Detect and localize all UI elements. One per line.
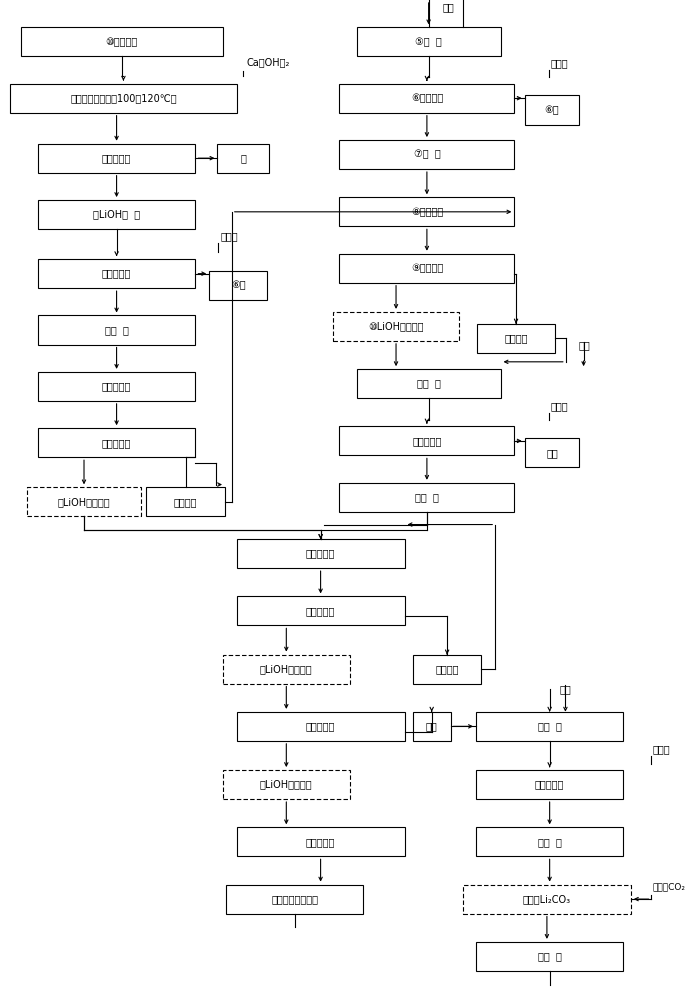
Text: ⑰洗涂分离: ⑰洗涂分离 bbox=[306, 721, 335, 731]
Text: ⑥除杂过滤: ⑥除杂过滤 bbox=[411, 93, 443, 103]
Text: ⑦滤  液: ⑦滤 液 bbox=[414, 150, 440, 160]
Text: ⑷沉锂Li₂CO₃: ⑷沉锂Li₂CO₃ bbox=[523, 894, 571, 904]
Text: ⑭蒸发浓缩: ⑭蒸发浓缩 bbox=[306, 549, 335, 559]
Text: 三次母液: 三次母液 bbox=[435, 664, 459, 674]
Text: ⑭渣: ⑭渣 bbox=[546, 448, 558, 458]
FancyBboxPatch shape bbox=[236, 827, 405, 856]
Text: ⑨结晶分离: ⑨结晶分离 bbox=[411, 263, 443, 273]
Text: ⑬LiOH滤  液: ⑬LiOH滤 液 bbox=[93, 210, 140, 220]
Text: Ca（OH）₂: Ca（OH）₂ bbox=[247, 57, 290, 67]
FancyBboxPatch shape bbox=[209, 271, 267, 300]
Text: ⑸分  离: ⑸分 离 bbox=[538, 951, 561, 961]
Text: ⑱LiOH一次粗品: ⑱LiOH一次粗品 bbox=[58, 497, 110, 507]
Text: ⑭除杂过滤: ⑭除杂过滤 bbox=[102, 269, 131, 279]
FancyBboxPatch shape bbox=[463, 885, 631, 914]
Text: ⑳电池级氮氧化锂: ⑳电池级氮氧化锂 bbox=[272, 894, 318, 904]
Text: ⑮滤  液: ⑮滤 液 bbox=[105, 325, 128, 335]
FancyBboxPatch shape bbox=[37, 200, 195, 229]
Text: ⑪超温超压苛化（100～120℃）: ⑪超温超压苛化（100～120℃） bbox=[70, 93, 177, 103]
Text: ⑱LiOH三次精品: ⑱LiOH三次精品 bbox=[260, 780, 313, 790]
FancyBboxPatch shape bbox=[340, 426, 514, 455]
FancyBboxPatch shape bbox=[37, 144, 195, 173]
FancyBboxPatch shape bbox=[340, 197, 514, 226]
FancyBboxPatch shape bbox=[236, 712, 405, 741]
FancyBboxPatch shape bbox=[340, 140, 514, 169]
FancyBboxPatch shape bbox=[477, 324, 556, 353]
FancyBboxPatch shape bbox=[357, 27, 500, 56]
Text: ⑫过滤分离: ⑫过滤分离 bbox=[102, 153, 131, 163]
Text: ⑤返  溶: ⑤返 溶 bbox=[415, 37, 442, 47]
FancyBboxPatch shape bbox=[476, 770, 624, 799]
Text: 纯水: 纯水 bbox=[578, 340, 590, 350]
FancyBboxPatch shape bbox=[37, 372, 195, 401]
Text: ⑵除杂过滤: ⑵除杂过滤 bbox=[535, 780, 564, 790]
Text: 渣: 渣 bbox=[240, 153, 246, 163]
Text: 加助剂: 加助剂 bbox=[221, 231, 238, 241]
Text: ⑬滤  液: ⑬滤 液 bbox=[415, 492, 439, 502]
Text: ⑩LiOH二次粗品: ⑩LiOH二次粗品 bbox=[368, 321, 424, 331]
FancyBboxPatch shape bbox=[236, 539, 405, 568]
FancyBboxPatch shape bbox=[236, 596, 405, 625]
FancyBboxPatch shape bbox=[357, 369, 500, 398]
FancyBboxPatch shape bbox=[146, 487, 225, 516]
Text: ⑧蒸发浓缩: ⑧蒸发浓缩 bbox=[411, 207, 443, 217]
FancyBboxPatch shape bbox=[37, 428, 195, 457]
Text: ⑩含锂固体: ⑩含锂固体 bbox=[105, 37, 138, 47]
Text: 加助剂: 加助剂 bbox=[551, 401, 568, 411]
FancyBboxPatch shape bbox=[413, 712, 450, 741]
FancyBboxPatch shape bbox=[340, 84, 514, 113]
Text: 加助剂: 加助剂 bbox=[551, 58, 568, 68]
Text: 洗水: 洗水 bbox=[426, 721, 437, 731]
Text: ⑯蒸发浓缩: ⑯蒸发浓缩 bbox=[102, 381, 131, 391]
FancyBboxPatch shape bbox=[28, 487, 141, 516]
Text: ⑴溶  解: ⑴溶 解 bbox=[538, 721, 561, 731]
FancyBboxPatch shape bbox=[476, 712, 624, 741]
FancyBboxPatch shape bbox=[21, 27, 223, 56]
Text: ⑥渣: ⑥渣 bbox=[231, 280, 245, 290]
Text: 纯水: 纯水 bbox=[560, 684, 572, 694]
Text: ⑰结晶分离: ⑰结晶分离 bbox=[102, 438, 131, 448]
Text: ⑥渣: ⑥渣 bbox=[545, 105, 559, 115]
FancyBboxPatch shape bbox=[37, 315, 195, 345]
FancyBboxPatch shape bbox=[227, 885, 363, 914]
FancyBboxPatch shape bbox=[223, 770, 350, 799]
Text: 一次母液: 一次母液 bbox=[174, 497, 198, 507]
Text: ⑫除杂过滤: ⑫除杂过滤 bbox=[412, 436, 441, 446]
FancyBboxPatch shape bbox=[340, 483, 514, 512]
Text: ⑯LiOH三次粗品: ⑯LiOH三次粗品 bbox=[260, 664, 313, 674]
FancyBboxPatch shape bbox=[218, 144, 269, 173]
FancyBboxPatch shape bbox=[525, 95, 579, 125]
Text: 加助剂: 加助剂 bbox=[652, 745, 670, 755]
FancyBboxPatch shape bbox=[223, 655, 350, 684]
FancyBboxPatch shape bbox=[476, 827, 624, 856]
FancyBboxPatch shape bbox=[525, 438, 579, 467]
FancyBboxPatch shape bbox=[413, 655, 482, 684]
FancyBboxPatch shape bbox=[340, 254, 514, 283]
Text: ⑮结晶分离: ⑮结晶分离 bbox=[306, 606, 335, 616]
Text: 二次母液: 二次母液 bbox=[505, 333, 528, 343]
FancyBboxPatch shape bbox=[37, 259, 195, 288]
FancyBboxPatch shape bbox=[10, 84, 236, 113]
Text: 通高纯CO₂: 通高纯CO₂ bbox=[653, 883, 686, 892]
Text: ⑪返  溶: ⑪返 溶 bbox=[416, 379, 441, 389]
Text: ⑲真空烘干: ⑲真空烘干 bbox=[306, 837, 335, 847]
Text: 纯水: 纯水 bbox=[442, 2, 454, 12]
FancyBboxPatch shape bbox=[333, 312, 459, 341]
Text: ⑶滤  液: ⑶滤 液 bbox=[538, 837, 561, 847]
FancyBboxPatch shape bbox=[476, 942, 624, 971]
